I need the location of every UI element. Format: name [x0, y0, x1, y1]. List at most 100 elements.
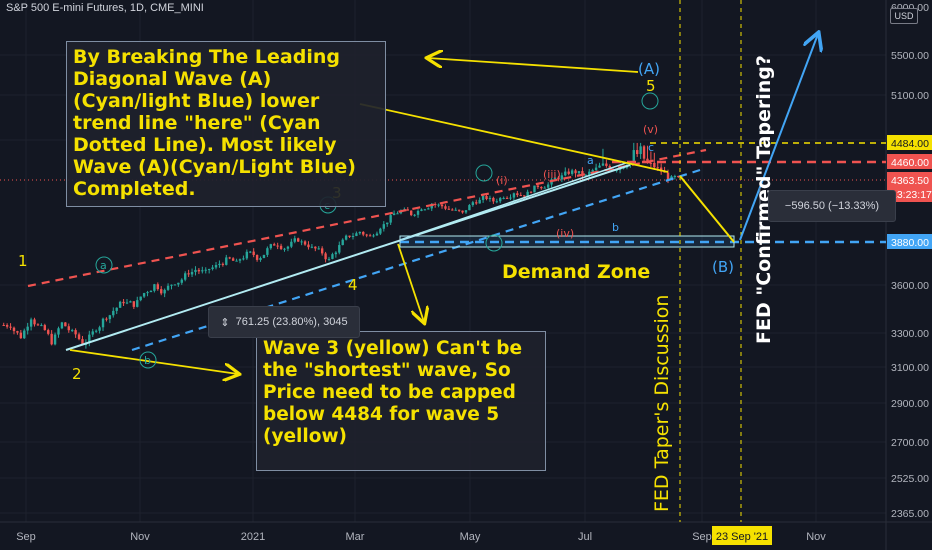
candle-body	[118, 301, 122, 308]
wave-i-label: (i)	[496, 174, 508, 187]
minor-a-label-1: a	[100, 259, 107, 272]
candle-body	[98, 327, 101, 331]
measure-up-label: ⇕ 761.25 (23.80%), 3045	[208, 306, 360, 338]
candle-body	[235, 260, 238, 262]
price-label: 4460.00	[891, 157, 929, 169]
candle-body	[502, 197, 505, 199]
candle-body	[406, 209, 409, 211]
candle-body	[536, 185, 540, 187]
candle-body	[372, 235, 375, 237]
arrow-wave4	[397, 243, 424, 322]
candle-body	[546, 184, 550, 188]
candle-body	[26, 326, 29, 331]
fed-discussion-label: FED Taper's Discussion	[651, 295, 673, 512]
candle-body	[122, 301, 125, 304]
x-tick-label: Mar	[346, 531, 365, 543]
currency-badge[interactable]: USD	[890, 8, 918, 24]
candle-body	[16, 331, 19, 333]
candle-body	[136, 300, 139, 307]
candle-body	[197, 269, 201, 272]
candle-body	[338, 245, 341, 253]
candle-body	[522, 195, 526, 197]
candle-body	[519, 195, 522, 197]
candle-body	[409, 210, 413, 216]
y-tick-label: 2525.00	[891, 473, 929, 485]
candle-body	[149, 290, 153, 293]
price-label: 4484.00	[891, 138, 929, 150]
candle-body	[249, 251, 252, 253]
candle-body	[608, 165, 612, 170]
arrow-wave2	[69, 349, 238, 374]
candle-body	[12, 327, 16, 332]
candle-body	[334, 252, 338, 255]
candle-body	[605, 163, 608, 166]
y-tick-label: 3100.00	[891, 362, 929, 374]
candle-body	[495, 201, 499, 203]
candle-body	[139, 296, 142, 301]
candle-body	[413, 214, 416, 216]
candle-body	[533, 185, 536, 193]
candle-body	[677, 176, 680, 178]
measure-down-label: −596.50 (−13.33%)	[768, 190, 896, 222]
candle-body	[293, 238, 296, 242]
wave-1-label: 1	[18, 252, 28, 270]
candle-body	[70, 330, 74, 332]
candle-body	[368, 235, 372, 237]
candle-body	[245, 251, 249, 259]
candle-body	[187, 273, 190, 275]
candle-body	[225, 257, 228, 265]
y-tick-label: 2900.00	[891, 398, 929, 410]
wave-5-label: 5	[646, 77, 656, 95]
candle-body	[146, 292, 149, 294]
arrow-here	[359, 103, 669, 173]
candle-body	[362, 231, 365, 235]
candle-body	[214, 265, 218, 268]
annotation-note-wave-3: Wave 3 (yellow) Can't be the "shortest" …	[256, 331, 546, 471]
price-labels: 4484.00 4460.00 4363.50 13:23:17 3880.00	[887, 135, 932, 249]
candle-body	[269, 244, 273, 249]
candle-body	[529, 191, 533, 193]
candle-body	[659, 167, 663, 172]
candle-body	[156, 284, 160, 290]
candle-body	[642, 146, 646, 159]
candle-body	[649, 162, 653, 164]
x-tick-label: Sep	[692, 531, 712, 543]
fed-confirmed-label: FED "Confirmed" Tapering?	[753, 55, 775, 344]
candle-body	[9, 326, 12, 328]
wave-B-label: (B)	[712, 258, 734, 276]
wave-v-label: (v)	[643, 123, 658, 136]
candle-body	[112, 310, 115, 316]
candle-body	[129, 301, 132, 303]
candle-body	[33, 319, 36, 325]
y-tick-label: 5500.00	[891, 50, 929, 62]
x-tick-label: Nov	[806, 531, 826, 543]
candle-body	[564, 171, 567, 176]
candle-body	[255, 254, 259, 260]
candle-body	[314, 246, 317, 249]
y-axis-ticks: 6000.005500.005100.004800.003600.003300.…	[891, 2, 929, 520]
price-label-box	[887, 135, 932, 150]
candle-body	[101, 318, 105, 328]
candle-body	[622, 167, 625, 169]
candle-body	[653, 162, 656, 168]
y-tick-label: 2700.00	[891, 437, 929, 449]
candle-body	[567, 171, 570, 174]
candle-body	[252, 251, 255, 255]
wave-A-label: (A)	[638, 60, 660, 78]
candle-body	[47, 330, 50, 334]
x-tick-label: Sep	[16, 531, 36, 543]
candle-body	[423, 209, 427, 211]
candle-body	[331, 254, 334, 259]
candle-body	[437, 204, 440, 206]
candle-body	[341, 239, 344, 246]
candle-body	[577, 171, 581, 174]
date-label-box	[712, 526, 772, 545]
candle-body	[64, 322, 67, 327]
candle-body	[88, 334, 91, 343]
wave-4-label: 4	[348, 276, 358, 294]
x-tick-label: May	[460, 531, 481, 543]
minor-b-label-2: b	[612, 221, 619, 234]
candle-body	[228, 257, 231, 259]
price-label: 4363.50	[891, 175, 929, 187]
candle-body	[635, 150, 639, 155]
